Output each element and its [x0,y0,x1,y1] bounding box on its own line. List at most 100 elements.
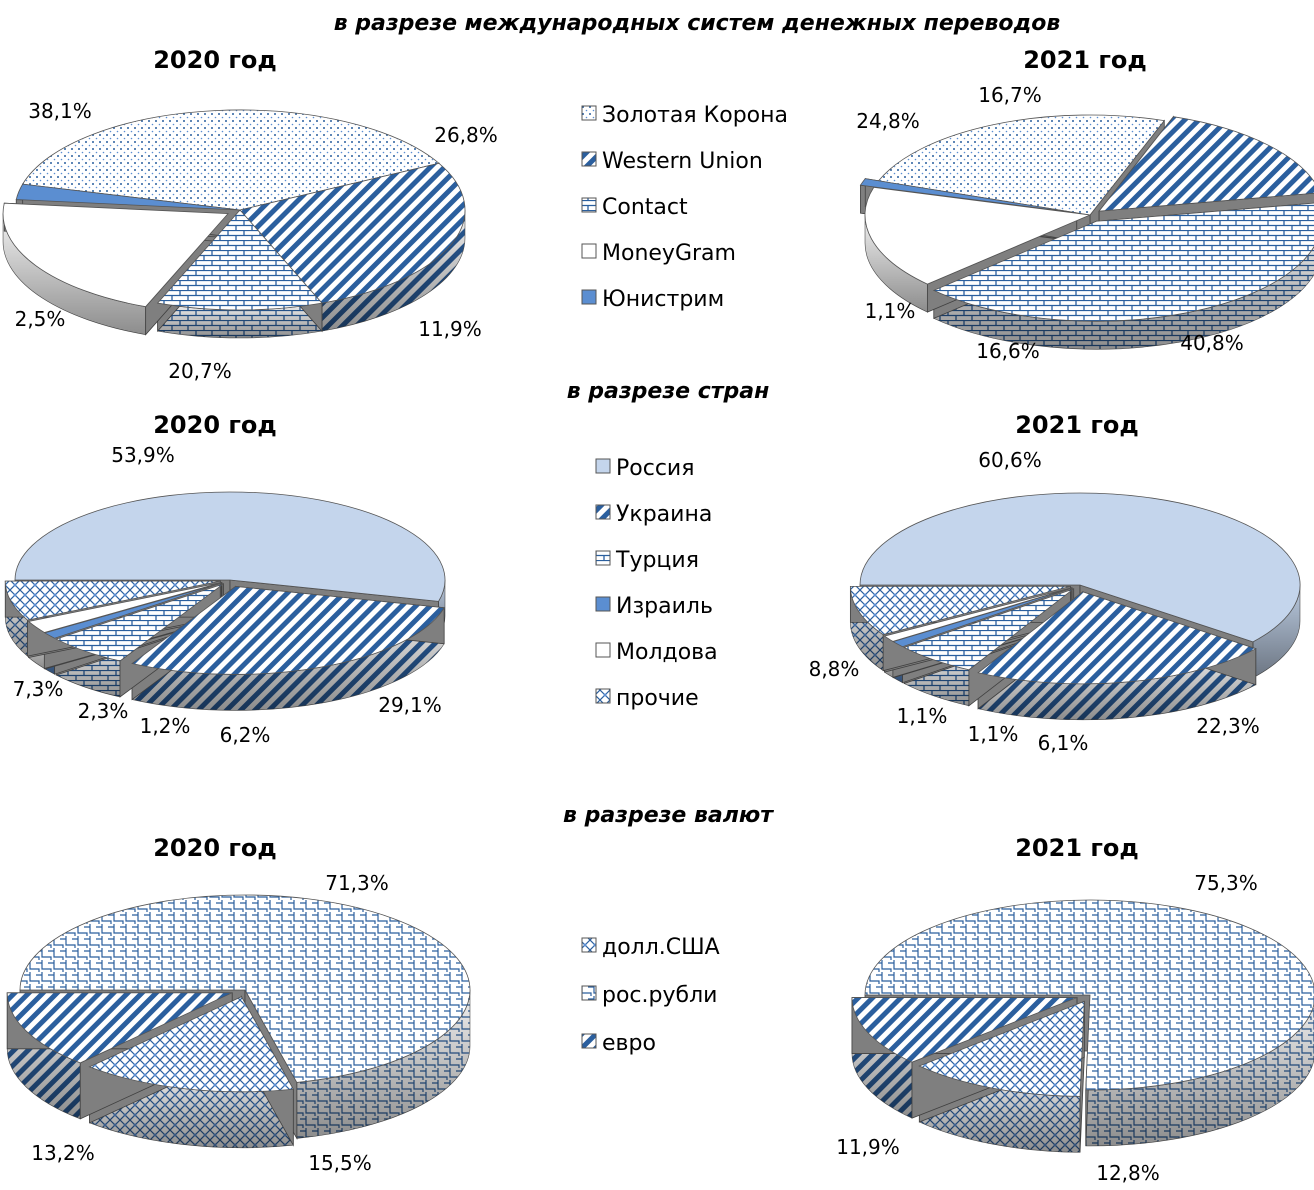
data-label-золотая-корона: 38,1% [28,99,92,123]
legend-swatch-долл-сша [581,937,597,953]
data-label-россия: 60,6% [978,448,1042,472]
slice-western-union [1098,116,1314,212]
pie-systems-2020: 38,1% 26,8% 11,9% 20,7% 2,5% [2,99,498,383]
chart-title-countries-2021: 2021 год [1015,411,1139,439]
slice-золотая-корона [22,109,440,211]
slice-рос-рубли-side-shade [1085,1003,1314,1146]
pie-countries-2021: 60,6% 22,3% 6,1% 1,1% 1,1% 8,8% [809,448,1301,755]
slice-прочие [849,585,1071,636]
legend-swatch-золотая-корона [581,105,597,121]
data-label-рос-рубли: 71,3% [325,871,389,895]
slice-молдова [883,587,1072,642]
pie-countries-2020: 53,9% 29,1% 6,2% 1,2% 2,3% 7,3% [4,443,446,747]
data-label-украина: 29,1% [378,693,442,717]
slice-moneygram [864,186,1092,285]
slice-золотая-корона [877,114,1166,216]
slice-долл-сша [918,1000,1085,1097]
data-label-moneygram: 20,7% [168,359,232,383]
slice-contact-side-shade [933,246,1314,350]
legend-label-золотая-корона: Золотая Корона [602,103,788,128]
slice-молдова [27,582,222,633]
legend-swatch-юнистрим [581,289,597,305]
slice-рос-рубли-side-shade [296,990,470,1139]
legend-label-россия: Россия [616,456,694,481]
chart-title-countries-2020: 2020 год [153,411,277,439]
data-label-украина: 22,3% [1196,714,1260,738]
slice-россия [859,492,1301,643]
slice-рос-рубли [19,894,471,1083]
data-label-western-union: 16,7% [978,83,1042,107]
legend-swatch-прочие [595,688,611,704]
data-label-евро: 11,9% [836,1135,900,1159]
data-label-израиль: 1,1% [968,722,1019,746]
legend-label-moneygram: MoneyGram [602,241,736,266]
data-label-прочие: 8,8% [809,657,860,681]
legend-swatch-western-union [581,151,597,167]
data-label-турция: 6,2% [220,723,271,747]
slice-евро-side-shade [851,997,912,1119]
legend-label-евро: евро [602,1031,656,1056]
slice-moneygram-side-shade [865,215,928,313]
legend-swatch-россия [595,458,611,474]
data-label-долл-сша: 12,8% [1096,1161,1160,1185]
data-label-юнистрим: 2,5% [15,307,66,331]
slice-western-union-side-shade [321,210,465,332]
data-label-western-union: 26,8% [434,123,498,147]
slice-юнистрим [859,178,1077,214]
section-title-systems: в разрезе международных систем денежных … [334,11,1061,36]
slice-украина [131,586,445,675]
slice-moneygram-side-shade [3,213,146,335]
legend-label-прочие: прочие [616,686,699,711]
slice-рос-рубли [864,899,1314,1091]
legend-label-молдова: Молдова [616,640,718,665]
slice-moneygram [2,202,229,308]
data-label-турция: 6,1% [1038,731,1089,755]
slice-евро-side-shade [7,992,81,1119]
legend-swatch-украина [595,504,611,520]
slice-прочие-side-shade [850,586,884,671]
data-label-moneygram: 16,6% [976,339,1040,363]
legend-currencies: долл.США рос.рубли евро [581,935,720,1056]
legend-swatch-турция [595,550,611,566]
section-title-currencies: в разрезе валют [563,803,774,828]
legend-countries: Россия Украина Турция Израиль Молдова прочие [595,456,718,711]
slice-украина-side-shade [978,648,1256,720]
slice-евро [851,997,1078,1063]
legend-swatch-израиль [595,596,611,612]
slice-израиль [43,582,223,639]
slice-россия [14,491,446,602]
legend-label-израиль: Израиль [616,594,713,619]
slice-украина [977,591,1257,685]
chart-title-systems-2021: 2021 год [1023,46,1147,74]
slice-contact [156,209,323,311]
slice-турция [903,588,1074,671]
slice-western-union [239,162,466,304]
legend-swatch-contact [581,197,597,213]
slice-contact-side-shade [157,303,322,338]
slice-турция [55,583,224,662]
data-label-молдова: 2,3% [78,699,129,723]
slice-россия-side-shade [1252,585,1300,678]
chart-title-currencies-2021: 2021 год [1015,834,1139,862]
legend-swatch-евро [581,1033,597,1049]
legend-label-western-union: Western Union [602,149,763,174]
chart-title-systems-2020: 2020 год [153,46,277,74]
section-title-countries: в разрезе стран [567,379,770,404]
data-label-израиль: 1,2% [140,714,191,738]
data-label-юнистрим: 1,1% [865,299,916,323]
legend-swatch-рос-рубли [581,985,597,1001]
slice-украина-side-shade [132,607,445,711]
slice-долл-сша [88,996,294,1093]
legend-swatch-молдова [595,642,611,658]
legend-label-contact: Contact [602,195,688,220]
legend-label-турция: Турция [615,548,699,573]
slice-евро [6,992,233,1064]
legend-swatch-moneygram [581,243,597,259]
chart-title-currencies-2020: 2020 год [153,834,277,862]
data-label-рос-рубли: 75,3% [1194,871,1258,895]
data-label-contact: 11,9% [418,317,482,341]
data-label-евро: 13,2% [31,1141,95,1165]
slice-юнистрим [15,183,241,211]
data-label-молдова: 1,1% [897,704,948,728]
